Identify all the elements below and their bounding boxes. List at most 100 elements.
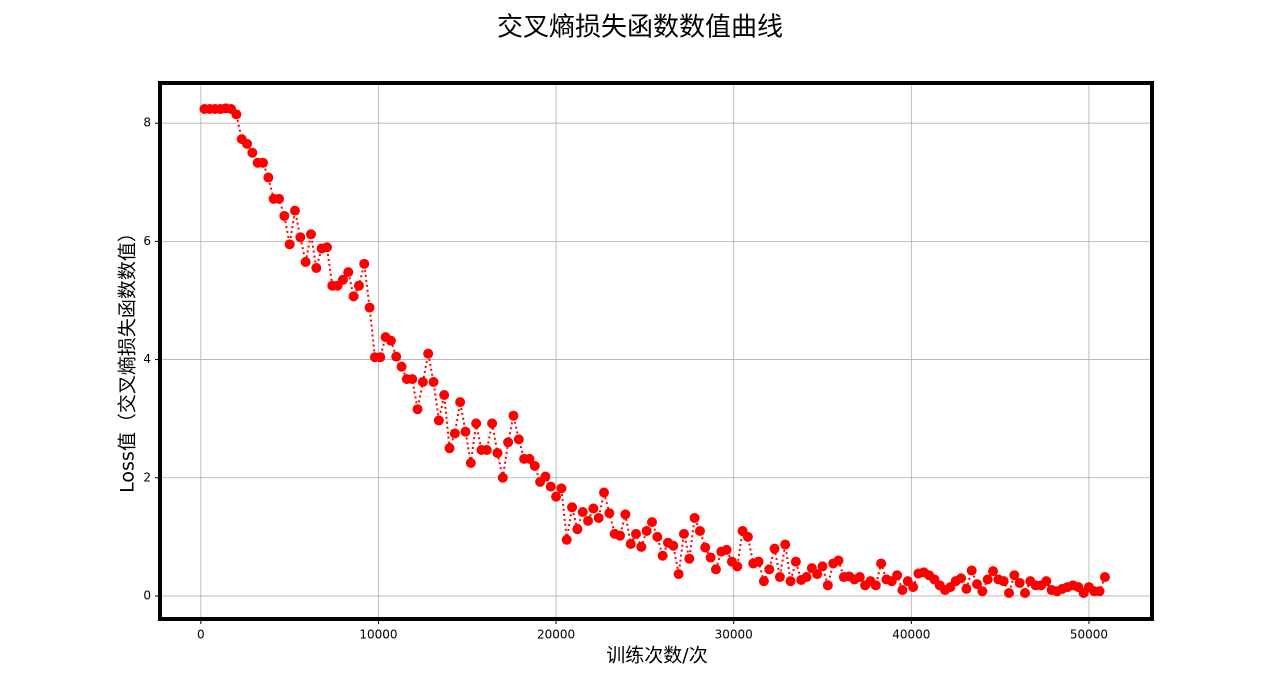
- data-point: [593, 512, 604, 523]
- data-point: [998, 576, 1009, 587]
- data-point: [503, 437, 514, 448]
- data-point: [263, 172, 274, 183]
- data-point: [289, 205, 300, 216]
- data-point: [599, 487, 610, 498]
- data-point: [583, 515, 594, 526]
- y-tick-label: 4: [143, 352, 151, 366]
- x-tick-label: 30000: [715, 628, 753, 642]
- data-point: [274, 193, 285, 204]
- data-point: [455, 397, 466, 408]
- data-point: [343, 267, 354, 278]
- data-point: [423, 348, 434, 359]
- data-point: [567, 502, 578, 513]
- data-point: [742, 531, 753, 542]
- data-point: [311, 262, 322, 273]
- y-tick-label: 6: [143, 234, 151, 248]
- data-point: [1099, 572, 1110, 583]
- data-point: [854, 572, 865, 583]
- data-point: [1041, 576, 1052, 587]
- data-point: [982, 574, 993, 585]
- data-point: [631, 528, 642, 539]
- x-tick-label: 10000: [359, 628, 397, 642]
- data-point: [375, 352, 386, 363]
- data-point: [684, 553, 695, 564]
- data-point: [705, 552, 716, 563]
- chart-title: 交叉熵损失函数数值曲线: [497, 13, 783, 43]
- data-point: [487, 418, 498, 429]
- data-point: [988, 566, 999, 577]
- y-tick-label: 2: [143, 470, 151, 484]
- data-point: [492, 447, 503, 458]
- x-tick-label: 50000: [1070, 628, 1108, 642]
- data-point: [508, 410, 519, 421]
- data-point: [353, 280, 364, 291]
- data-point: [407, 374, 418, 385]
- data-point: [258, 157, 269, 168]
- data-point: [551, 491, 562, 502]
- data-point: [625, 538, 636, 549]
- data-point: [305, 229, 316, 240]
- data-point: [391, 351, 402, 362]
- data-point: [465, 457, 476, 468]
- data-point: [732, 561, 743, 572]
- data-point: [337, 274, 348, 285]
- data-point: [673, 569, 684, 580]
- data-point: [572, 524, 583, 535]
- data-point: [348, 291, 359, 302]
- data-point: [540, 471, 551, 482]
- data-point: [1004, 587, 1015, 598]
- data-point: [460, 426, 471, 437]
- data-point: [977, 586, 988, 597]
- data-point: [242, 138, 253, 149]
- data-point: [1020, 587, 1031, 598]
- data-point: [364, 302, 375, 313]
- data-point: [471, 418, 482, 429]
- data-point: [620, 509, 631, 520]
- data-point: [785, 576, 796, 587]
- data-point: [966, 565, 977, 576]
- data-point: [295, 232, 306, 243]
- data-point: [892, 570, 903, 581]
- data-point: [961, 583, 972, 594]
- data-point: [588, 503, 599, 514]
- data-point: [577, 507, 588, 518]
- data-point: [279, 210, 290, 221]
- x-tick-label: 40000: [892, 628, 930, 642]
- data-point: [652, 531, 663, 542]
- data-point: [774, 572, 785, 583]
- data-point: [710, 564, 721, 575]
- data-point: [817, 561, 828, 572]
- data-point: [641, 525, 652, 536]
- data-point: [396, 361, 407, 372]
- data-point: [972, 579, 983, 590]
- data-point: [694, 525, 705, 536]
- data-point: [428, 377, 439, 388]
- data-point: [321, 242, 332, 253]
- data-point: [497, 472, 508, 483]
- data-point: [790, 556, 801, 567]
- data-point: [545, 481, 556, 492]
- data-point: [678, 528, 689, 539]
- data-point: [1009, 570, 1020, 581]
- x-tick-label: 0: [197, 628, 205, 642]
- data-point: [412, 404, 423, 415]
- data-point: [764, 564, 775, 575]
- data-point: [956, 573, 967, 584]
- y-axis-label: Loss值（交叉熵损失函数数值）: [117, 223, 139, 493]
- data-point: [481, 444, 492, 455]
- y-tick-label: 0: [143, 588, 151, 602]
- y-tick-label: 8: [143, 116, 151, 130]
- data-point: [359, 258, 370, 269]
- data-point: [721, 544, 732, 555]
- data-point: [833, 555, 844, 566]
- data-point: [247, 147, 258, 158]
- data-point: [908, 582, 919, 593]
- data-point: [780, 539, 791, 550]
- data-point: [753, 556, 764, 567]
- data-point: [769, 543, 780, 554]
- data-point: [444, 443, 455, 454]
- x-axis-label: 训练次数/次: [606, 645, 707, 667]
- data-point: [822, 580, 833, 591]
- data-point: [385, 335, 396, 346]
- data-point: [758, 576, 769, 587]
